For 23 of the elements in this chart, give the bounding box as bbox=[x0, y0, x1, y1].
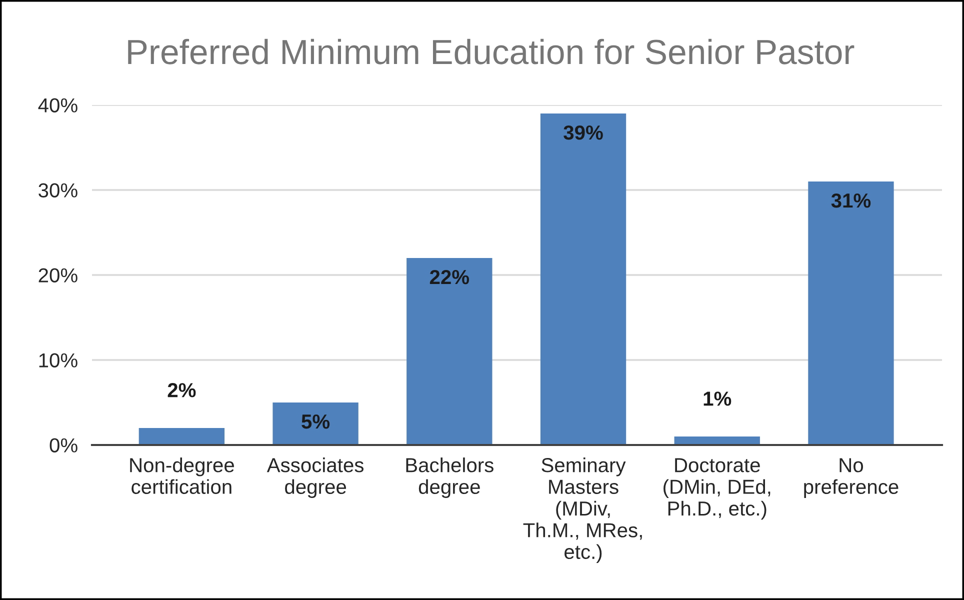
x-tick-label: Associates degree bbox=[266, 458, 364, 498]
y-tick-label: 0% bbox=[50, 438, 78, 452]
data-label: 5% bbox=[302, 414, 330, 429]
bar bbox=[138, 428, 225, 445]
y-tick-label: 40% bbox=[38, 98, 78, 112]
x-tick-label: Doctorate (DMin, DEd, Ph.D., etc.) bbox=[664, 458, 770, 520]
data-label: 31% bbox=[831, 193, 871, 208]
x-tick-label: Seminary Masters (MDiv, Th.M., MRes, etc.) bbox=[523, 458, 642, 564]
y-tick-label: 10% bbox=[39, 353, 78, 368]
data-label: 1% bbox=[704, 392, 732, 406]
bar bbox=[808, 182, 894, 445]
chart-title: Preferred Minimum Education for Senior Pastor bbox=[128, 38, 854, 64]
bar bbox=[540, 114, 626, 445]
x-tick-label: Non-degree certification bbox=[130, 458, 234, 494]
data-label: 2% bbox=[168, 383, 196, 398]
x-tick-label: No preference bbox=[804, 458, 898, 498]
y-tick-label: 20% bbox=[38, 268, 78, 282]
bar bbox=[272, 402, 358, 445]
bar bbox=[406, 258, 492, 445]
y-tick-label: 30% bbox=[38, 183, 78, 198]
x-tick-label: Bachelors degree bbox=[406, 458, 494, 498]
data-label: 22% bbox=[430, 270, 470, 284]
data-label: 39% bbox=[564, 125, 603, 140]
